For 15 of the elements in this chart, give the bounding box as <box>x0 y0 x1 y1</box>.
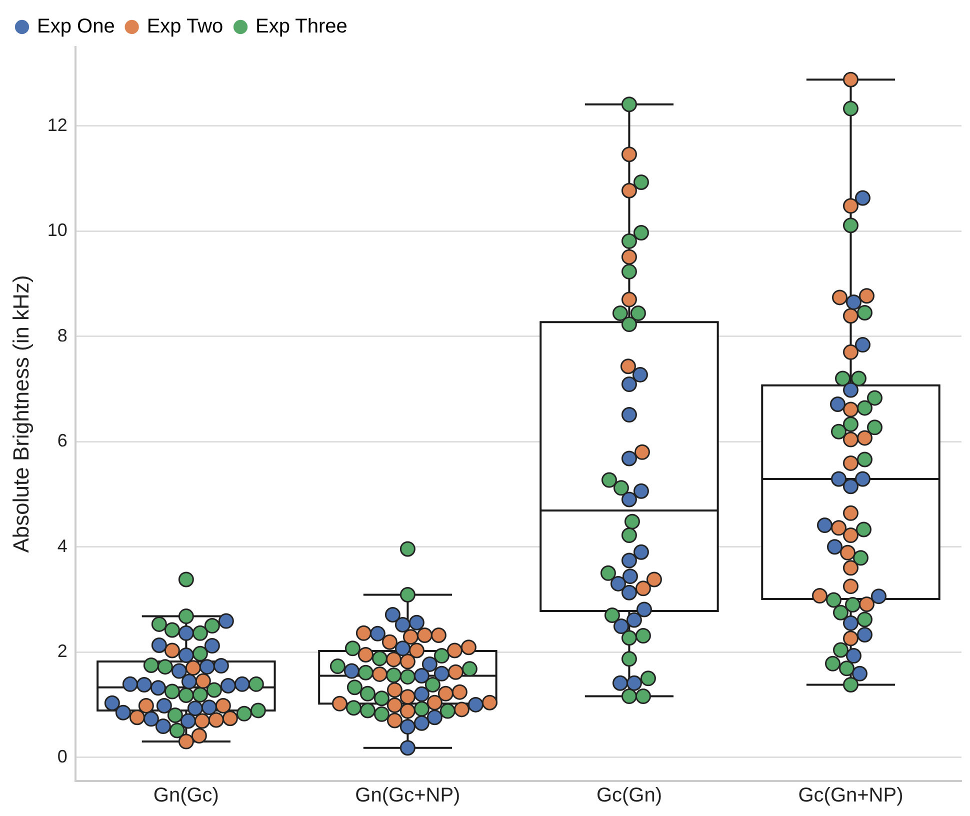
y-tick-label: 2 <box>57 641 68 662</box>
x-tick-label: Gn(Gc) <box>153 784 219 807</box>
x-tick-label: Gn(Gc+NP) <box>355 784 460 807</box>
y-axis-title: Absolute Brightness (in kHz) <box>8 275 34 553</box>
legend-label: Exp Two <box>146 16 224 38</box>
y-tick-label: 10 <box>47 220 68 240</box>
y-tick-label: 6 <box>57 430 68 451</box>
y-tick-label: 4 <box>57 536 68 556</box>
x-tick-label: Gc(Gn+NP) <box>798 784 904 807</box>
y-tick-label: 12 <box>47 114 68 135</box>
legend-label: Exp One <box>37 16 115 38</box>
x-tick-label: Gc(Gn) <box>596 784 662 807</box>
y-tick-label: 8 <box>57 325 68 346</box>
y-tick-label: 0 <box>57 746 68 766</box>
legend-label: Exp Three <box>256 16 348 38</box>
